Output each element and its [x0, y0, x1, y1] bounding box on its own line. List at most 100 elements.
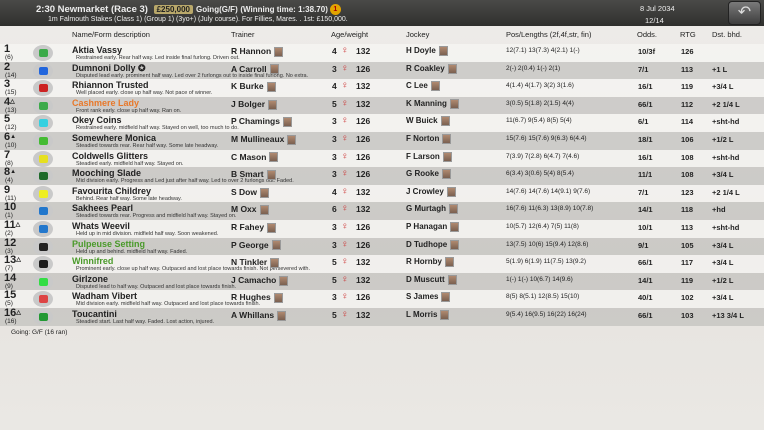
finish-position: 12	[4, 237, 16, 249]
trainer-avatar	[274, 46, 284, 57]
jockey[interactable]: K Manning	[406, 98, 459, 109]
finish-position: 16△	[4, 308, 21, 319]
result-row[interactable]: 3 (15) Rhiannon Trusted Well placed earl…	[0, 79, 764, 97]
jockey[interactable]: J Crowley	[406, 186, 456, 197]
horse-name[interactable]: Toucantini	[72, 309, 117, 319]
result-row[interactable]: 9 (11) Favourita Childrey Behind. Rear h…	[0, 184, 764, 203]
trainer-name: K Burke	[231, 81, 264, 92]
trainer[interactable]: J Bolger	[231, 99, 278, 110]
female-icon: ♀	[341, 97, 349, 109]
trainer[interactable]: M Mullineaux	[231, 134, 297, 145]
female-icon: ♀	[341, 273, 349, 285]
horse-name[interactable]: Favourita Childrey	[72, 185, 152, 196]
trainer[interactable]: S Dow	[231, 187, 269, 198]
horse-name[interactable]: Rhiannon Trusted	[72, 80, 149, 91]
result-row[interactable]: 13△ (7) Winnifred Prominent early. close…	[0, 255, 764, 273]
horse-name[interactable]: Coldwells Glitters	[72, 150, 149, 161]
jockey-name: G Rooke	[406, 169, 439, 179]
result-row[interactable]: 8▲ (4) Mooching Slade Mid division early…	[0, 167, 764, 185]
jockey[interactable]: G Murtagh	[406, 204, 458, 215]
distance-behind: +3/4 L	[712, 170, 734, 180]
trainer-name: S Dow	[231, 186, 257, 197]
draw: (9)	[5, 282, 13, 290]
rating: 108	[681, 152, 694, 162]
jockey[interactable]: W Buick	[406, 116, 450, 127]
female-icon: ♀	[341, 150, 349, 162]
jockey[interactable]: G Rooke	[406, 169, 451, 180]
horse-name[interactable]: Girlzone	[72, 273, 109, 284]
result-row[interactable]: 16△ (16) Toucantini Steadied start. Last…	[0, 308, 764, 326]
horse-name[interactable]: Winnifred	[72, 256, 114, 267]
finish-position: 6▲	[4, 132, 16, 143]
result-row[interactable]: 11△ (2) Whats Weevil Held up in mid divi…	[0, 220, 764, 238]
trainer-avatar	[259, 205, 269, 216]
trainer[interactable]: J Camacho	[231, 275, 289, 286]
finish-position: 4△	[4, 96, 15, 108]
finish-position: 9	[4, 184, 10, 196]
result-row[interactable]: 12 (3) Pulpeuse Setting Held up and behi…	[0, 237, 764, 256]
positions-lengths: 12(7.1) 13(7.3) 4(2.1) 1(-)	[506, 47, 580, 54]
horse-name[interactable]: Sakhees Pearl	[72, 203, 134, 214]
race-counter: 12/14	[645, 16, 664, 25]
jockey[interactable]: P Hanagan	[406, 222, 460, 232]
silks-icon	[33, 291, 53, 308]
trainer[interactable]: R Hughes	[231, 292, 283, 304]
col-rtg: RTG	[680, 30, 696, 39]
result-row[interactable]: 1 (6) Aktia Vassy Restrained early. Rear…	[0, 44, 764, 62]
jockey[interactable]: D Muscutt	[406, 274, 457, 285]
jockey[interactable]: H Doyle	[406, 46, 448, 56]
back-button[interactable]: ↶	[728, 1, 761, 25]
trainer[interactable]: R Hannon	[231, 46, 284, 57]
horse-name[interactable]: Dumnoni Dolly ✪	[72, 62, 146, 73]
jockey[interactable]: F Norton	[406, 134, 452, 144]
horse-name[interactable]: Cashmere Lady	[72, 97, 140, 108]
draw: (2)	[5, 230, 13, 237]
jockey[interactable]: R Coakley	[406, 63, 457, 74]
distance-behind: +2 1/4 L	[712, 99, 740, 109]
trainer[interactable]: A Carroll	[231, 64, 279, 75]
jockey[interactable]: C Lee	[406, 81, 440, 92]
result-row[interactable]: 10 (1) Sakhees Pearl Steadied towards re…	[0, 202, 764, 220]
odds: 9/1	[638, 240, 649, 250]
horse-name[interactable]: Mooching Slade	[72, 168, 142, 179]
weight: 126	[356, 169, 371, 180]
result-row[interactable]: 5 (12) Okey Coins Restrained early. midf…	[0, 114, 764, 132]
jockey-avatar	[440, 310, 450, 320]
trainer-avatar	[287, 134, 297, 145]
jockey[interactable]: D Tudhope	[406, 239, 460, 250]
horse-name[interactable]: Wadham Vibert	[72, 291, 138, 302]
age: 3	[332, 134, 337, 144]
result-row[interactable]: 14 (9) Girlzone Disputed lead to half wa…	[0, 272, 764, 291]
rating: 119	[681, 275, 694, 285]
draw: (13)	[5, 106, 17, 114]
result-row[interactable]: 4△ (13) Cashmere Lady Front rank early. …	[0, 96, 764, 115]
trainer[interactable]: M Oxx	[231, 204, 269, 216]
trainer[interactable]: N Tinkler	[231, 257, 280, 268]
result-row[interactable]: 7 (8) Coldwells Glitters Steadied early.…	[0, 149, 764, 168]
age: 3	[332, 169, 337, 180]
positions-lengths: 15(7.6) 15(7.6) 9(6.3) 6(4.4)	[506, 135, 587, 142]
jockey-name: F Norton	[406, 134, 440, 144]
trainer[interactable]: R Fahey	[231, 222, 277, 233]
horse-name[interactable]: Aktia Vassy	[72, 45, 123, 55]
trainer[interactable]: P Chamings	[231, 116, 292, 128]
jockey[interactable]: L Morris	[406, 310, 450, 320]
trainer[interactable]: C Mason	[231, 152, 279, 163]
result-row[interactable]: 15 (5) Wadham Vibert Mid division early.…	[0, 290, 764, 308]
jockey[interactable]: S James	[406, 292, 451, 303]
horse-name[interactable]: Okey Coins	[72, 115, 122, 126]
trainer[interactable]: B Smart	[231, 169, 276, 180]
jockey[interactable]: F Larson	[406, 151, 452, 162]
trainer[interactable]: A Whillans	[231, 310, 287, 321]
horse-name[interactable]: Whats Weevil	[72, 221, 130, 231]
horse-name[interactable]: Somewhere Monica	[72, 133, 157, 143]
trainer[interactable]: P George	[231, 240, 281, 251]
result-row[interactable]: 2 (14) Dumnoni Dolly ✪ Disputed lead ear…	[0, 61, 764, 80]
form-description: Mid division early. Progress and Led jus…	[76, 178, 294, 185]
col-odds: Odds.	[637, 30, 658, 39]
jockey[interactable]: R Hornby	[406, 257, 454, 268]
trainer[interactable]: K Burke	[231, 81, 276, 92]
distance-behind: +3/4 L	[712, 240, 734, 250]
horse-name[interactable]: Pulpeuse Setting	[72, 238, 146, 249]
result-row[interactable]: 6▲ (10) Somewhere Monica Steadied toward…	[0, 132, 764, 150]
